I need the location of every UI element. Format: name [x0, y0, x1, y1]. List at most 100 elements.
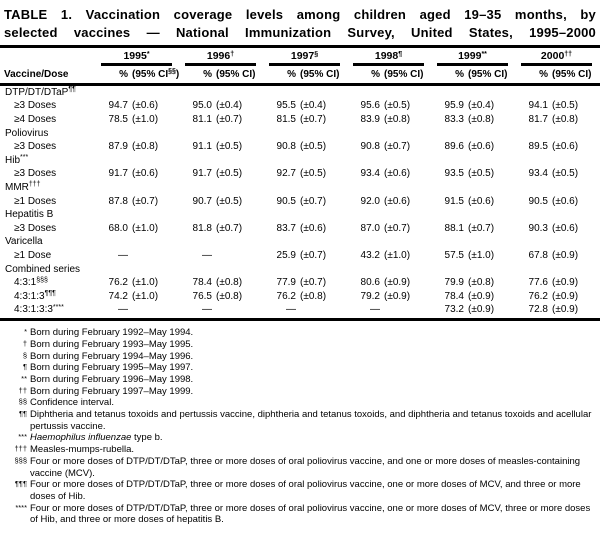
confidence-interval: (±0.5) [300, 168, 327, 180]
coverage-percent: 83.7 [276, 222, 296, 234]
coverage-percent: 76.5 [192, 290, 212, 302]
header-top-rule [0, 45, 600, 48]
footnote: * Born during February 1992–May 1994. [0, 327, 600, 339]
footnote-marker: ** [21, 373, 27, 383]
year-label: 1996† [206, 50, 235, 62]
coverage-percent: 91.5 [444, 195, 464, 207]
footnote: § Born during February 1994–May 1996. [0, 351, 600, 363]
value-cell: 90.8 (±0.7) [348, 141, 432, 152]
footnote-italic-term: Haemophilus influenzae [30, 432, 132, 444]
vaccine-group-row: Poliovirus [0, 126, 600, 140]
value-cell: 78.4 (±0.9) [432, 291, 516, 302]
value-cell: 78.4 (±0.8) [180, 277, 264, 288]
confidence-interval: (±0.6) [552, 195, 579, 207]
coverage-percent: 57.5 [444, 249, 464, 261]
year-footnote-marker: * [146, 50, 150, 58]
footnote-text: Diphtheria and tetanus toxoids and pertu… [30, 409, 592, 432]
confidence-interval: (±0.7) [132, 195, 159, 207]
confidence-interval [128, 250, 176, 261]
value-cell: 67.8 (±0.9) [516, 250, 600, 261]
row-label: 4:3:1§§§ [14, 276, 48, 289]
coverage-percent: 93.4 [528, 168, 548, 180]
coverage-percent: 94.7 [108, 100, 128, 112]
vaccine-group-row: Combined series [0, 262, 600, 276]
coverage-percent: 76.2 [276, 290, 296, 302]
confidence-interval: (±0.6) [468, 195, 495, 207]
confidence-interval [296, 304, 344, 315]
confidence-interval: (±0.5) [216, 141, 243, 153]
value-cell: — [180, 304, 264, 315]
vaccine-group-row: Varicella [0, 235, 600, 249]
coverage-percent: 90.8 [276, 141, 296, 153]
coverage-percent: 74.2 [108, 290, 128, 302]
value-cell: 90.5 (±0.7) [264, 196, 348, 207]
row-label: 4:3:1:3:3**** [14, 303, 64, 316]
year-underline [185, 63, 256, 66]
footnote: ††† Measles-mumps-rubella. [0, 444, 600, 456]
row-label: ≥1 Dose [14, 249, 52, 261]
value-cell: 76.2 (±1.0) [96, 277, 180, 288]
row-footnote-marker: ¶¶ [68, 86, 76, 94]
confidence-interval: (±0.4) [468, 100, 495, 112]
percent-symbol: % [539, 68, 548, 80]
confidence-interval: (±0.9) [552, 304, 579, 316]
confidence-interval: (±1.0) [468, 249, 495, 261]
value-cell: 43.2 (±1.0) [348, 250, 432, 261]
coverage-percent: 81.8 [192, 222, 212, 234]
title-line-1: TABLE 1. Vaccination coverage levels amo… [4, 7, 596, 22]
footnote: ¶¶ Diphtheria and tetanus toxoids and per… [0, 409, 600, 432]
confidence-interval: (±0.8) [132, 141, 159, 153]
value-cell: 77.9 (±0.7) [264, 277, 348, 288]
confidence-interval: (±0.8) [300, 290, 327, 302]
vaccine-dose-header: Vaccine/Dose [4, 68, 69, 80]
confidence-interval: (±0.7) [300, 249, 327, 261]
ci-footnote-marker: §§ [168, 68, 176, 75]
ci-header-label: (95% CI§§) [132, 68, 180, 80]
confidence-interval [212, 250, 260, 261]
coverage-percent: 83.3 [444, 113, 464, 125]
footnote-text: Measles-mumps-rubella. [30, 444, 135, 456]
percent-ci-header: % (95% CI) [432, 69, 516, 80]
ci-header-label: (95% CI) [300, 68, 340, 80]
coverage-percent: — [118, 304, 128, 316]
percent-symbol: % [203, 68, 212, 80]
coverage-percent: 95.0 [192, 100, 212, 112]
confidence-interval: (±0.7) [300, 195, 327, 207]
percent-ci-header: % (95% CI) [264, 69, 348, 80]
percent-ci-header: % (95% CI§§) [96, 68, 180, 80]
coverage-percent: 76.2 [108, 277, 128, 289]
row-label: ≥1 Doses [14, 195, 57, 207]
year-footnote-marker: †† [564, 50, 573, 58]
confidence-interval: (±0.9) [552, 277, 579, 289]
footnote-text: Four or more doses of DTP/DT/DTaP, three… [30, 479, 581, 502]
coverage-percent: 68.0 [108, 222, 128, 234]
value-cell: 72.8 (±0.9) [516, 304, 600, 315]
value-cell: 93.4 (±0.5) [516, 168, 600, 179]
value-cell: 79.2 (±0.9) [348, 291, 432, 302]
coverage-percent: 81.1 [192, 113, 212, 125]
row-label: Varicella [5, 236, 43, 248]
coverage-percent: 79.9 [444, 277, 464, 289]
ci-header-label: (95% CI) [216, 68, 256, 80]
confidence-interval [380, 304, 428, 315]
value-cell: 80.6 (±0.9) [348, 277, 432, 288]
value-cell: — [180, 250, 264, 261]
table-title: TABLE 1. Vaccination coverage levels amo… [0, 6, 600, 41]
coverage-percent: 89.6 [444, 141, 464, 153]
value-cell: — [348, 304, 432, 315]
footnote-text: Born during February 1995–May 1997. [30, 362, 194, 374]
confidence-interval: (±0.7) [216, 113, 243, 125]
coverage-percent: 93.4 [360, 168, 380, 180]
footnote: ¶¶¶ Four or more doses of DTP/DT/DTaP, th… [0, 479, 600, 502]
year-label: 1998¶ [374, 50, 403, 62]
confidence-interval: (±0.6) [552, 222, 579, 234]
year-header-row: 1995* 1996† 1997§ 1998¶ 1999** 2000†† [0, 48, 600, 66]
footnote-marker: * [24, 327, 27, 337]
coverage-percent: 81.7 [528, 113, 548, 125]
coverage-percent: 78.4 [192, 277, 212, 289]
value-cell: 74.2 (±1.0) [96, 291, 180, 302]
row-label: ≥3 Doses [14, 222, 57, 234]
coverage-percent: 92.7 [276, 168, 296, 180]
value-cell: 94.7 (±0.6) [96, 100, 180, 111]
year-column-header: 1995* [96, 48, 180, 66]
